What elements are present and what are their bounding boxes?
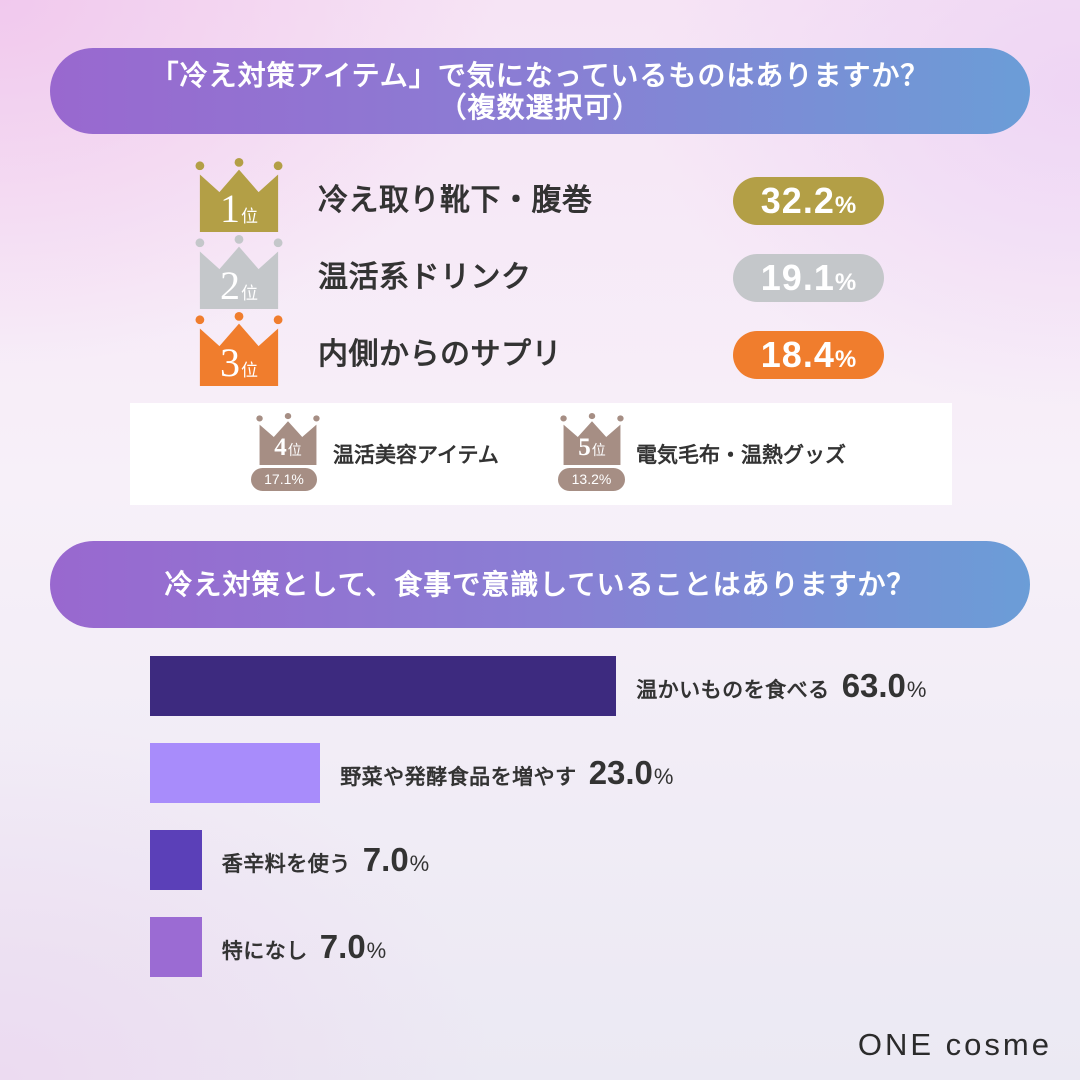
rank-5-label: 電気毛布・温熱グッズ	[636, 443, 846, 467]
rank-unit: %	[598, 471, 612, 487]
question-2-title: 冷え対策として、食事で意識していることはありますか？	[164, 568, 916, 601]
bar-unit-label: %	[906, 677, 927, 702]
rank-1-label: 冷え取り靴下・腹巻	[318, 183, 593, 218]
rank-value: 19.1	[760, 257, 835, 298]
crown-icon	[560, 413, 624, 465]
rank-4-badge: 4位	[256, 413, 320, 465]
rank-2-label: 温活系ドリンク	[318, 260, 532, 295]
rank-unit: %	[291, 471, 304, 487]
rank-3-label: 内側からのサプリ	[318, 337, 562, 372]
rank-unit: %	[834, 346, 857, 373]
rank-2-text: 2位	[195, 266, 283, 306]
rank-number: 4	[274, 434, 287, 461]
bar-row: 温かいものを食べる 63.0%	[150, 656, 1030, 716]
bar-label: 香辛料を使う 7.0%	[222, 830, 429, 890]
rank-value: 13.2	[571, 471, 599, 487]
rank-3-text: 3位	[195, 343, 283, 383]
bar-value-label: 63.0	[841, 667, 906, 704]
bar-row: 特になし 7.0%	[150, 917, 1030, 977]
rank-value: 32.2	[760, 180, 835, 221]
gold-crown-icon	[195, 158, 283, 232]
bar	[150, 917, 202, 977]
bar-label: 特になし 7.0%	[222, 917, 386, 977]
rank-1-percent-badge: 32.2%	[733, 177, 884, 225]
rank-suffix: 位	[241, 207, 258, 227]
rank-1-text: 1位	[195, 189, 283, 229]
rank-number: 1	[220, 186, 240, 231]
bar-unit-label: %	[409, 851, 430, 876]
rank-2-percent-badge: 19.1%	[733, 254, 884, 302]
rank-value: 18.4	[760, 334, 835, 375]
rank-4-label: 温活美容アイテム	[333, 443, 499, 467]
bar-unit-label: %	[653, 764, 674, 789]
rank-4-percent-badge: 17.1%	[249, 466, 319, 493]
rank-suffix: 位	[591, 443, 606, 459]
bar	[150, 830, 202, 890]
bar-unit-label: %	[366, 938, 387, 963]
bar-label: 野菜や発酵食品を増やす 23.0%	[340, 743, 673, 803]
bar	[150, 743, 321, 803]
rank-unit: %	[834, 269, 857, 296]
rank-number: 2	[220, 263, 240, 308]
diet-bar-chart: 温かいものを食べる 63.0% 野菜や発酵食品を増やす 23.0% 香辛料を使う 7.0%…	[150, 656, 1030, 986]
silver-crown-icon	[195, 235, 283, 309]
bar-category-label: 特になし	[221, 939, 308, 963]
crown-icon	[256, 413, 320, 465]
rank-suffix: 位	[287, 443, 302, 459]
question-1-banner: 「冷え対策アイテム」で気になっているものはありますか？ （複数選択可）	[50, 48, 1030, 134]
rank-2-badge: 2位	[195, 235, 283, 309]
rank-1-badge: 1位	[195, 158, 283, 232]
rank-4-text: 4位	[256, 435, 320, 460]
bar-category-label: 温かいものを食べる	[636, 678, 830, 702]
bar-row: 野菜や発酵食品を増やす 23.0%	[150, 743, 1030, 803]
rank-5-badge: 5位	[560, 413, 624, 465]
question-1-subtitle: （複数選択可）	[438, 91, 642, 124]
bar-category-label: 香辛料を使う	[221, 852, 351, 876]
bar-value-label: 7.0	[362, 841, 409, 878]
rank-unit: %	[834, 192, 857, 219]
question-1-title: 「冷え対策アイテム」で気になっているものはありますか？	[150, 59, 930, 92]
question-2-banner: 冷え対策として、食事で意識していることはありますか？	[50, 541, 1030, 628]
bar-label: 温かいものを食べる 63.0%	[636, 656, 926, 716]
rank-value: 17.1	[264, 471, 292, 487]
rank-number: 3	[220, 340, 240, 385]
rank-suffix: 位	[241, 361, 258, 381]
bar-row: 香辛料を使う 7.0%	[150, 830, 1030, 890]
rank-3-percent-badge: 18.4%	[733, 331, 884, 379]
bar-value-label: 7.0	[319, 928, 366, 965]
bar-value-label: 23.0	[588, 754, 653, 791]
rank-5-percent-badge: 13.2%	[556, 466, 627, 493]
rank-3-badge: 3位	[195, 312, 283, 386]
bar	[150, 656, 617, 716]
rank-number: 5	[578, 434, 591, 461]
bronze-crown-icon	[195, 312, 283, 386]
rank-suffix: 位	[241, 284, 258, 304]
rank-5-text: 5位	[560, 435, 624, 460]
brand-logo: ONE cosme	[857, 1027, 1052, 1062]
bar-category-label: 野菜や発酵食品を増やす	[340, 765, 577, 789]
